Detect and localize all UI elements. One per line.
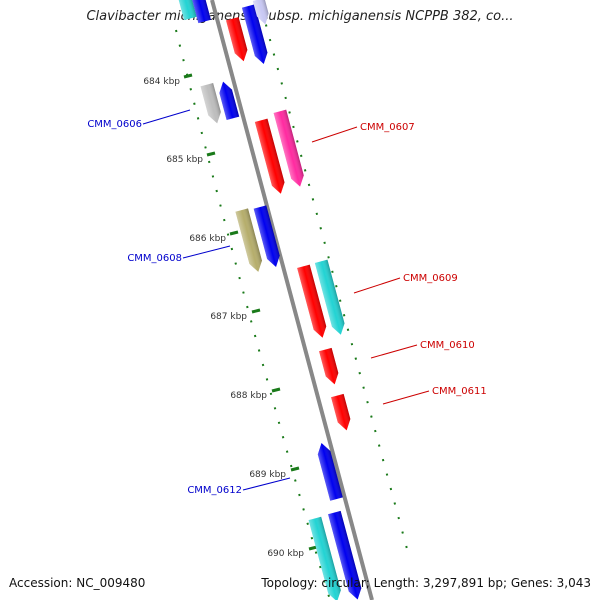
kbp-tick [251,308,261,314]
gene-label-cmm-0612[interactable]: CMM_0612 [187,485,242,496]
kbp-tick [229,230,239,236]
gene-arrow-top-lavender[interactable] [252,0,271,26]
gene-arrow-cmm-0609[interactable] [314,259,347,337]
kbp-label: 684 kbp [143,77,180,87]
gene-arrow-cmm-0612[interactable] [315,441,343,501]
gene-label-cmm-0610[interactable]: CMM_0610 [420,340,475,351]
leader-cmm-0607 [311,126,358,143]
accession-text: Accession: NC_009480 [9,576,146,590]
kbp-tick [271,387,281,393]
kbp-label: 686 kbp [189,234,226,244]
gene-label-cmm-0606[interactable]: CMM_0606 [87,119,142,130]
kbp-label: 689 kbp [249,470,286,480]
gene-label-cmm-0608[interactable]: CMM_0608 [127,253,182,264]
outer-track-left [175,29,331,600]
kbp-tick [206,151,216,157]
gene-arrow-top-red[interactable] [226,17,250,63]
kbp-label: 690 kbp [267,549,304,559]
gene-arrow-red-mid[interactable] [254,118,287,196]
kbp-tick [290,466,300,472]
leader-cmm-0611 [382,390,430,405]
gene-arrow-red-lower[interactable] [297,264,329,340]
kbp-label: 685 kbp [166,155,203,165]
genome-summary-text: Topology: circular; Length: 3,297,891 bp… [261,576,591,590]
gene-arrow-cmm-0610[interactable] [319,347,341,386]
gene-arrow-cmm-0608[interactable] [253,205,283,268]
gene-arrow-top-blue[interactable] [189,0,211,24]
leader-cmm-0612 [242,477,291,491]
kbp-tick [183,73,193,79]
leader-cmm-0606 [142,109,191,125]
kbp-label: 688 kbp [230,391,267,401]
gene-arrow-top-blue-2[interactable] [241,4,270,65]
gene-arrow-top-cyan[interactable] [175,0,197,21]
kbp-label: 687 kbp [210,312,247,322]
gene-arrow-olive[interactable] [235,208,264,273]
kbp-tick [308,545,318,551]
backbone-line [210,0,374,600]
leader-cmm-0609 [353,277,401,294]
leader-cmm-0610 [370,344,418,359]
gene-arrow-cmm-0611[interactable] [331,393,353,432]
leader-cmm-0608 [182,245,231,259]
gene-arrow-cmm-0606[interactable] [217,80,240,121]
gene-label-cmm-0611[interactable]: CMM_0611 [432,386,487,397]
gene-arrow-cmm-0607[interactable] [273,109,307,189]
gene-arrow-bottom-blue[interactable] [328,510,364,600]
gene-arrow-gray[interactable] [200,82,224,125]
gene-arrow-bottom-cyan[interactable] [308,516,344,600]
gene-label-cmm-0609[interactable]: CMM_0609 [403,273,458,284]
gene-label-cmm-0607[interactable]: CMM_0607 [360,122,415,133]
